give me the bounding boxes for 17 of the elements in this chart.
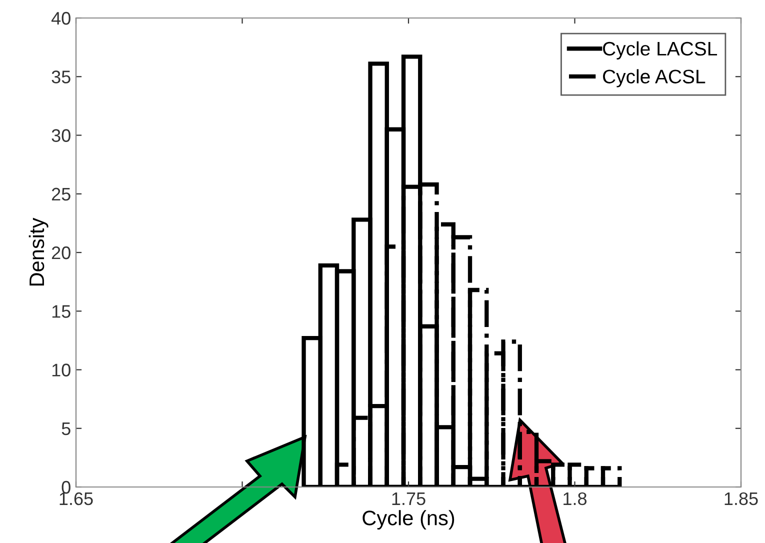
y-tick-label: 15 bbox=[52, 305, 70, 318]
x-axis-title: Cycle (ns) bbox=[362, 510, 454, 530]
y-tick-label: 30 bbox=[52, 129, 70, 142]
x-tick-label: 1.8 bbox=[564, 492, 587, 506]
y-tick-label: 20 bbox=[52, 246, 70, 260]
y-tick-label: 25 bbox=[52, 188, 70, 201]
x-tick-label: 1.75 bbox=[392, 492, 426, 506]
y-tick-label: 40 bbox=[51, 12, 70, 25]
y-tick-label: 10 bbox=[52, 364, 70, 376]
legend-label: Cycle LACSL bbox=[603, 41, 718, 60]
y-tick-label: 5 bbox=[62, 422, 70, 436]
y-tick-label: 35 bbox=[52, 70, 70, 84]
legend-label: Cycle ACSL bbox=[603, 69, 706, 88]
x-tick-label: 1.85 bbox=[724, 492, 758, 506]
x-tick-label: 1.65 bbox=[60, 492, 93, 506]
y-tick-label: 0 bbox=[62, 480, 70, 494]
y-axis-title: Density bbox=[28, 218, 48, 286]
